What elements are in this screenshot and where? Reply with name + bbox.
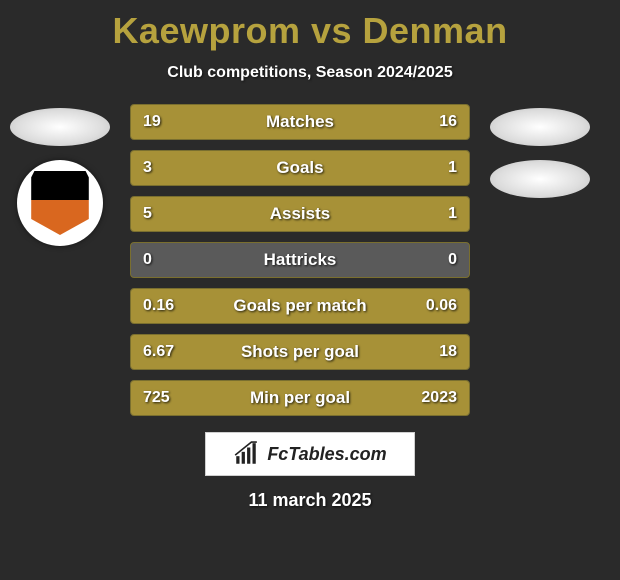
comparison-body: Matches1916Goals31Assists51Hattricks00Go… bbox=[0, 104, 620, 416]
left-player-col bbox=[0, 104, 120, 246]
stat-value-left: 19 bbox=[143, 113, 161, 131]
stat-label: Hattricks bbox=[131, 250, 469, 270]
stat-label: Assists bbox=[131, 204, 469, 224]
subtitle: Club competitions, Season 2024/2025 bbox=[167, 64, 452, 82]
avatar-placeholder-right-1 bbox=[490, 108, 590, 146]
avatar-placeholder-left bbox=[10, 108, 110, 146]
stat-value-left: 6.67 bbox=[143, 343, 174, 361]
stat-bars: Matches1916Goals31Assists51Hattricks00Go… bbox=[120, 104, 480, 416]
stat-value-left: 0 bbox=[143, 251, 152, 269]
watermark-text: FcTables.com bbox=[267, 444, 386, 465]
stat-bar: Goals3 1 bbox=[130, 150, 470, 186]
club-badge-left bbox=[17, 160, 103, 246]
stat-value-right: 2023 bbox=[421, 389, 457, 407]
stat-bar: Min per goal725 2023 bbox=[130, 380, 470, 416]
stat-value-left: 3 bbox=[143, 159, 152, 177]
stat-bar: Hattricks0 0 bbox=[130, 242, 470, 278]
stat-value-left: 725 bbox=[143, 389, 170, 407]
stat-bar: Shots per goal6.67 18 bbox=[130, 334, 470, 370]
stat-label: Shots per goal bbox=[131, 342, 469, 362]
stat-value-right: 1 bbox=[448, 159, 457, 177]
date-text: 11 march 2025 bbox=[248, 490, 371, 511]
stat-value-left: 5 bbox=[143, 205, 152, 223]
stat-label: Goals bbox=[131, 158, 469, 178]
right-player-col bbox=[480, 104, 600, 198]
stat-label: Min per goal bbox=[131, 388, 469, 408]
stat-label: Goals per match bbox=[131, 296, 469, 316]
watermark: FcTables.com bbox=[205, 432, 415, 476]
stat-bar: Assists5 1 bbox=[130, 196, 470, 232]
stat-value-right: 18 bbox=[439, 343, 457, 361]
page-title: Kaewprom vs Denman bbox=[112, 10, 507, 52]
stat-label: Matches bbox=[131, 112, 469, 132]
stat-value-left: 0.16 bbox=[143, 297, 174, 315]
stat-value-right: 16 bbox=[439, 113, 457, 131]
avatar-placeholder-right-2 bbox=[490, 160, 590, 198]
stat-value-right: 0 bbox=[448, 251, 457, 269]
stat-value-right: 1 bbox=[448, 205, 457, 223]
stat-bar: Matches19 16 bbox=[130, 104, 470, 140]
chart-icon bbox=[233, 441, 259, 467]
stat-bar: Goals per match0.16 0.06 bbox=[130, 288, 470, 324]
stat-value-right: 0.06 bbox=[426, 297, 457, 315]
